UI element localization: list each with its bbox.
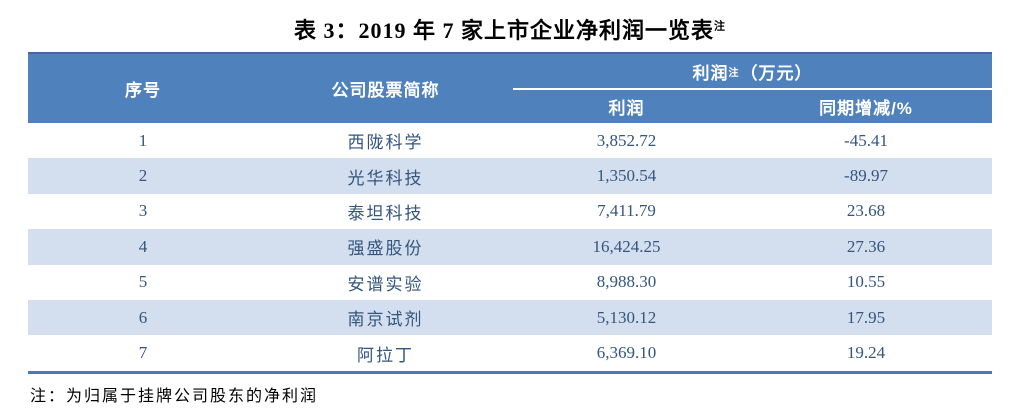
table-row: 4 强盛股份 16,424.25 27.36 — [28, 229, 992, 265]
cell-change: 17.95 — [846, 307, 886, 327]
cell-profit: 16,424.25 — [592, 236, 661, 256]
cell-company: 泰坦科技 — [347, 203, 424, 223]
cell-change: 23.68 — [846, 201, 886, 221]
cell-serial: 7 — [138, 343, 148, 363]
table-row: 5 安谱实验 8,988.30 10.55 — [28, 264, 992, 300]
cell-serial: 6 — [138, 307, 148, 327]
cell-company: 安谱实验 — [347, 274, 424, 294]
net-profit-table: 序号 公司股票简称 利润注（万元） 利润 同期增减/% 1 西陇科学 3,852… — [28, 52, 992, 374]
cell-profit: 5,130.12 — [596, 307, 657, 327]
header-company: 公司股票简称 — [331, 81, 440, 100]
cell-profit: 3,852.72 — [596, 130, 657, 150]
table-caption: 表 3：2019 年 7 家上市企业净利润一览表注 — [28, 13, 992, 45]
table-caption-note-marker: 注 — [714, 20, 726, 33]
table-row: 7 阿拉丁 6,369.10 19.24 — [28, 335, 992, 371]
header-sub-profit: 利润 — [608, 99, 645, 118]
table-row: 3 泰坦科技 7,411.79 23.68 — [28, 193, 992, 230]
cell-change: 27.36 — [846, 236, 886, 256]
cell-profit: 1,350.54 — [596, 166, 657, 186]
cell-serial: 2 — [138, 166, 148, 186]
table-row: 2 光华科技 1,350.54 -89.97 — [28, 158, 992, 194]
cell-serial: 5 — [138, 272, 148, 292]
cell-serial: 3 — [138, 201, 148, 221]
table-row: 6 南京试剂 5,130.12 17.95 — [28, 299, 992, 336]
cell-company: 阿拉丁 — [357, 345, 414, 365]
cell-company: 光华科技 — [347, 168, 424, 188]
header-profit-note-marker: 注 — [728, 67, 740, 79]
cell-company: 西陇科学 — [347, 133, 424, 153]
header-profit-group: 利润注（万元） — [513, 54, 992, 90]
header-profit-group-unit: （万元） — [740, 63, 813, 83]
cell-change: -89.97 — [844, 166, 888, 186]
cell-profit: 7,411.79 — [597, 201, 656, 221]
cell-serial: 4 — [138, 236, 148, 256]
cell-profit: 6,369.10 — [596, 343, 657, 363]
cell-change: 10.55 — [846, 272, 886, 292]
cell-serial: 1 — [138, 130, 148, 150]
cell-change: -45.41 — [844, 130, 888, 150]
table-caption-text: 表 3：2019 年 7 家上市企业净利润一览表 — [293, 18, 714, 43]
table-footnote: 注：为归属于挂牌公司股东的净利润 — [30, 388, 319, 405]
cell-change: 19.24 — [846, 343, 886, 363]
table-row: 1 西陇科学 3,852.72 -45.41 — [28, 123, 992, 159]
header-sub-change: 同期增减/% — [819, 99, 913, 118]
cell-company: 南京试剂 — [347, 310, 424, 330]
table-body: 1 西陇科学 3,852.72 -45.41 2 光华科技 1,350.54 -… — [28, 123, 992, 374]
cell-profit: 8,988.30 — [596, 272, 657, 292]
header-serial: 序号 — [125, 81, 161, 100]
cell-company: 强盛股份 — [347, 239, 424, 259]
table-header: 序号 公司股票简称 利润注（万元） 利润 同期增减/% — [28, 52, 992, 123]
header-profit-group-label: 利润 — [692, 63, 729, 83]
